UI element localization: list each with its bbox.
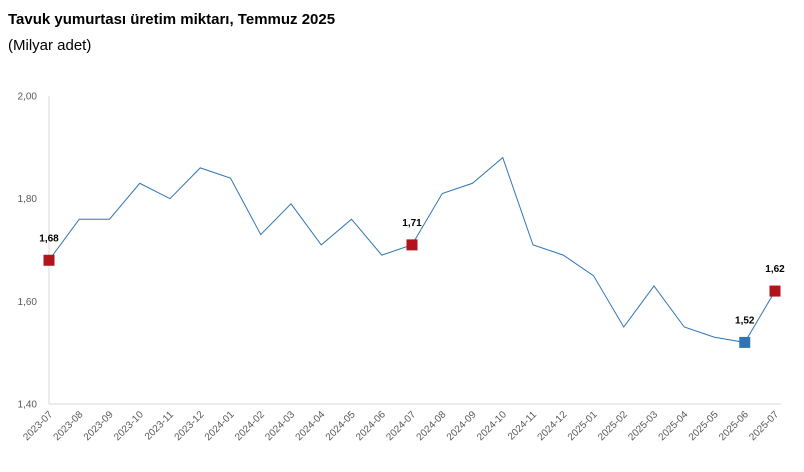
data-label: 1,52	[735, 315, 755, 326]
data-point-marker	[406, 239, 418, 251]
data-point-marker	[739, 336, 751, 348]
x-tick-label: 2024-06	[354, 409, 388, 443]
data-label: 1,71	[402, 218, 422, 229]
x-tick-label: 2025-03	[626, 409, 660, 443]
x-tick-label: 2025-02	[596, 409, 630, 443]
y-tick-label: 1,60	[18, 297, 38, 308]
x-axis: 2023-072023-082023-092023-102023-112023-…	[21, 403, 781, 443]
y-tick-label: 1,80	[18, 194, 38, 205]
chart-subtitle: (Milyar adet)	[8, 37, 92, 54]
x-tick-label: 2023-07	[21, 409, 55, 443]
x-tick-label: 2023-09	[82, 409, 116, 443]
data-point-marker	[769, 285, 781, 297]
x-tick-label: 2025-04	[657, 409, 691, 443]
x-tick-label: 2024-04	[294, 409, 328, 443]
x-tick-label: 2023-12	[173, 409, 207, 443]
x-tick-label: 2025-05	[687, 409, 721, 443]
x-tick-label: 2025-01	[566, 409, 600, 443]
x-tick-label: 2024-03	[263, 409, 297, 443]
x-tick-label: 2024-01	[203, 409, 237, 443]
y-axis: 1,40 1,60 1,80 2,00	[18, 92, 50, 411]
y-tick-label: 2,00	[18, 92, 38, 103]
data-point-marker	[43, 254, 55, 266]
x-tick-label: 2024-11	[506, 409, 540, 443]
x-tick-label: 2024-08	[415, 409, 449, 443]
highlight-markers: 1,68 1,71 1,52 1,62	[39, 218, 785, 348]
x-tick-label: 2025-06	[717, 409, 751, 443]
x-tick-label: 2023-08	[52, 409, 86, 443]
x-tick-label: 2023-10	[112, 409, 146, 443]
x-tick-label: 2024-12	[536, 409, 570, 443]
x-tick-label: 2025-07	[747, 409, 781, 443]
chart-title: Tavuk yumurtası üretim miktarı, Temmuz 2…	[8, 11, 336, 28]
x-tick-label: 2023-11	[143, 409, 177, 443]
x-tick-label: 2024-02	[233, 409, 267, 443]
x-tick-label: 2024-10	[475, 409, 509, 443]
data-label: 1,62	[765, 264, 785, 275]
y-tick-label: 1,40	[18, 400, 38, 411]
x-tick-label: 2024-07	[384, 409, 418, 443]
data-label: 1,68	[39, 233, 59, 244]
x-tick-label: 2024-05	[324, 409, 358, 443]
x-tick-label: 2024-09	[445, 409, 479, 443]
